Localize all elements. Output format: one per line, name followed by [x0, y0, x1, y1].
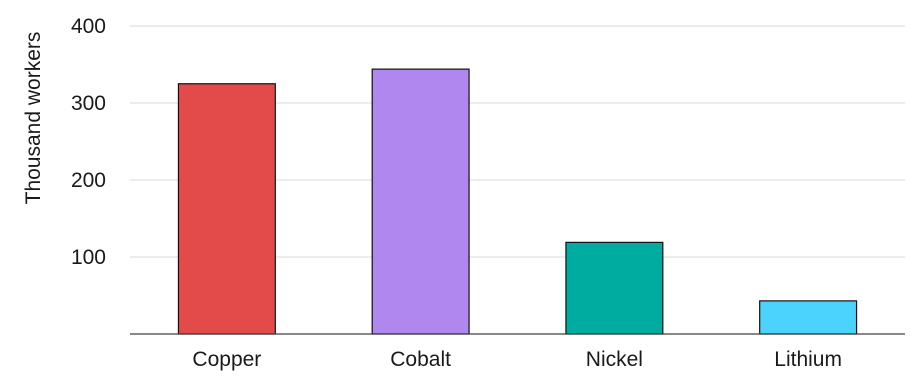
y-tick-label: 200: [71, 169, 106, 192]
x-category-label: Cobalt: [390, 348, 451, 371]
x-category-label: Nickel: [586, 348, 643, 371]
bar-cobalt: [371, 68, 470, 335]
bar-nickel: [565, 241, 664, 335]
y-tick-label: 400: [71, 15, 106, 38]
bars: [177, 68, 858, 335]
x-category-label: Copper: [192, 348, 261, 371]
x-axis-categories: Copper Cobalt Nickel Lithium: [192, 348, 842, 371]
x-category-label: Lithium: [774, 348, 842, 371]
y-axis-ticks: 100 200 300 400: [71, 15, 106, 269]
y-axis-title: Thousand workers: [22, 32, 45, 205]
bar-copper: [177, 83, 276, 335]
y-tick-label: 300: [71, 92, 106, 115]
y-tick-label: 100: [71, 246, 106, 269]
bar-lithium: [759, 300, 858, 335]
